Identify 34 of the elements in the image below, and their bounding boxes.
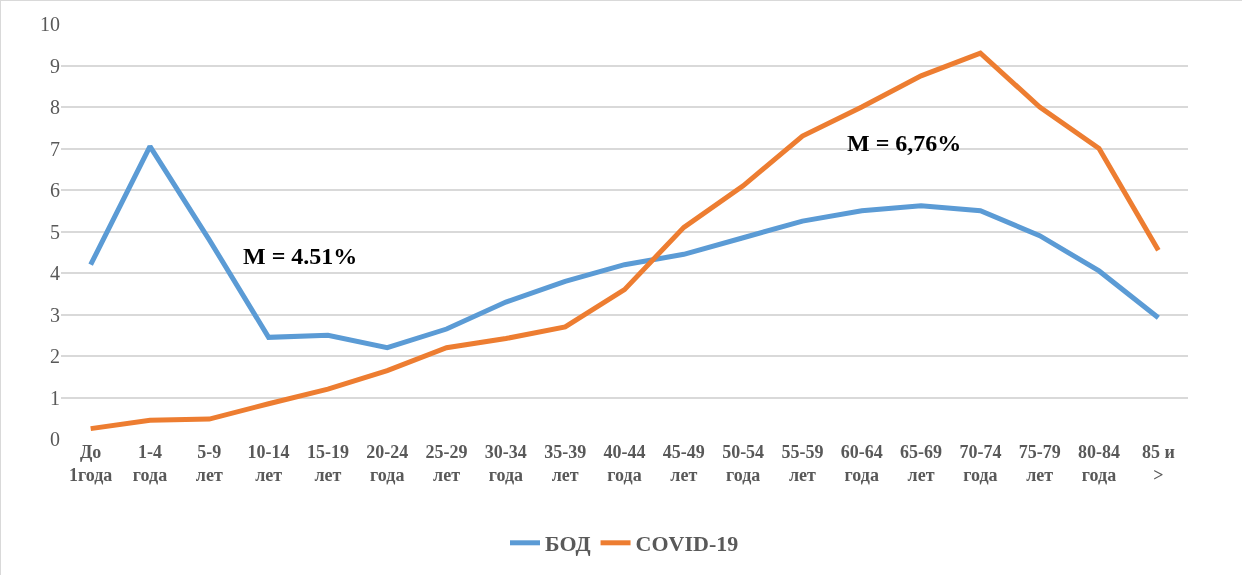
y-tick-label: 1 — [50, 386, 60, 409]
x-tick-label: 45-49 лет — [662, 442, 705, 486]
y-tick-label: 5 — [50, 220, 60, 243]
legend-label: COVID-19 — [635, 531, 739, 557]
x-tick-label: До 1года — [69, 442, 113, 486]
x-tick-label: 25-29 лет — [425, 442, 468, 486]
x-tick-label: 75-79 лет — [1018, 442, 1061, 486]
x-tick-label: 35-39 лет — [544, 442, 587, 486]
x-tick-label: 70-74 года — [959, 442, 1002, 486]
legend-label: БОД — [545, 531, 591, 557]
y-tick-label: 7 — [50, 137, 60, 160]
x-tick-label: 20-24 года — [366, 442, 409, 486]
y-tick-label: 3 — [50, 303, 60, 326]
x-tick-label: 55-59 лет — [781, 442, 824, 486]
x-tick-label: 40-44 года — [603, 442, 646, 486]
y-tick-label: 2 — [50, 345, 60, 367]
y-tick-label: 6 — [50, 179, 60, 201]
x-tick-label: 10-14 лет — [247, 442, 290, 486]
x-tick-label: 85 и > — [1141, 442, 1175, 486]
y-tick-label: 4 — [50, 262, 60, 284]
annotation: M = 6,76% — [847, 130, 962, 156]
y-tick-label: 10 — [40, 13, 60, 35]
x-tick-label: 5-9 лет — [195, 442, 223, 486]
x-tick-label: 15-19 лет — [306, 442, 349, 486]
x-tick-label: 50-54 года — [722, 442, 765, 486]
x-tick-label: 30-34 года — [484, 442, 527, 486]
y-tick-label: 0 — [50, 428, 60, 450]
y-tick-label: 8 — [50, 96, 60, 118]
x-tick-label: 1-4 года — [132, 442, 168, 486]
y-tick-label: 9 — [50, 54, 60, 77]
x-tick-label: 80-84 года — [1078, 442, 1121, 486]
x-tick-label: 65-69 лет — [900, 442, 943, 486]
annotation: M = 4.51% — [243, 243, 358, 269]
x-tick-label: 60-64 года — [840, 442, 883, 486]
